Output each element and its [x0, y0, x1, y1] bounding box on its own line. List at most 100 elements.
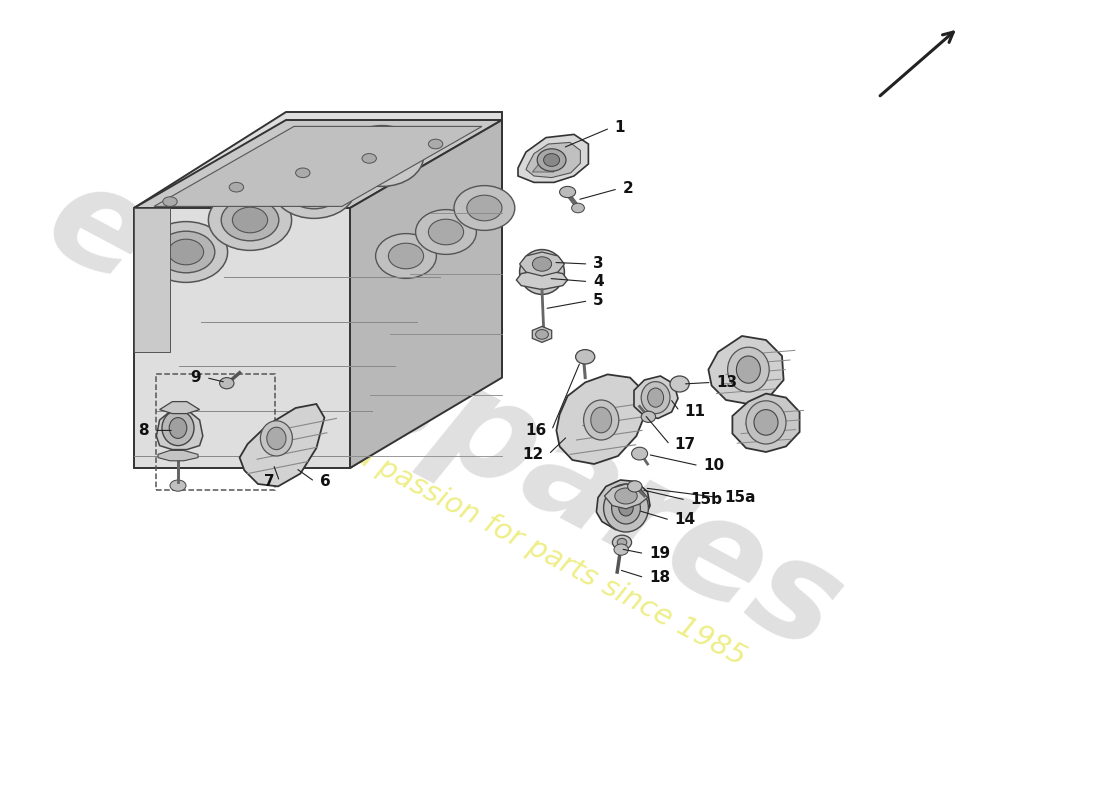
Ellipse shape — [614, 544, 628, 555]
Polygon shape — [532, 160, 554, 172]
Ellipse shape — [648, 388, 663, 407]
Polygon shape — [557, 374, 646, 464]
Polygon shape — [350, 120, 502, 468]
Ellipse shape — [416, 210, 476, 254]
Text: 18: 18 — [649, 570, 670, 585]
Ellipse shape — [604, 484, 648, 532]
Ellipse shape — [641, 382, 670, 414]
Text: eurospares: eurospares — [25, 150, 864, 682]
Polygon shape — [596, 480, 650, 530]
Ellipse shape — [261, 421, 293, 456]
Ellipse shape — [364, 143, 399, 169]
Polygon shape — [516, 270, 568, 290]
Text: 15a: 15a — [725, 490, 756, 505]
Ellipse shape — [619, 500, 634, 516]
Ellipse shape — [220, 378, 234, 389]
Text: 12: 12 — [522, 447, 543, 462]
Polygon shape — [604, 484, 648, 509]
Ellipse shape — [670, 376, 690, 392]
Ellipse shape — [362, 154, 376, 163]
Ellipse shape — [536, 330, 549, 339]
Polygon shape — [134, 208, 170, 352]
Polygon shape — [154, 126, 482, 206]
Text: 13: 13 — [716, 375, 737, 390]
Text: 4: 4 — [593, 274, 604, 289]
Ellipse shape — [736, 356, 760, 383]
Ellipse shape — [144, 222, 228, 282]
Ellipse shape — [375, 234, 437, 278]
Text: 7: 7 — [264, 474, 275, 489]
Text: 11: 11 — [684, 404, 705, 418]
Polygon shape — [634, 376, 678, 418]
Ellipse shape — [537, 149, 566, 171]
Ellipse shape — [168, 239, 204, 265]
Text: 17: 17 — [674, 438, 696, 452]
Ellipse shape — [428, 139, 443, 149]
Ellipse shape — [591, 407, 612, 433]
Text: 19: 19 — [649, 546, 670, 561]
Polygon shape — [708, 336, 783, 404]
Ellipse shape — [754, 410, 778, 435]
Polygon shape — [519, 252, 564, 276]
Ellipse shape — [631, 447, 648, 460]
Text: 9: 9 — [190, 370, 201, 385]
Ellipse shape — [157, 231, 214, 273]
Text: 8: 8 — [139, 423, 150, 438]
Ellipse shape — [353, 135, 410, 177]
Text: 3: 3 — [593, 257, 604, 271]
Text: 10: 10 — [704, 458, 725, 473]
Ellipse shape — [543, 154, 560, 166]
Ellipse shape — [560, 186, 575, 198]
Polygon shape — [134, 120, 502, 208]
Text: a passion for parts since 1985: a passion for parts since 1985 — [349, 440, 751, 672]
Ellipse shape — [296, 168, 310, 178]
Ellipse shape — [615, 488, 637, 504]
Ellipse shape — [388, 243, 424, 269]
Polygon shape — [532, 326, 552, 342]
Ellipse shape — [273, 158, 355, 218]
Text: 2: 2 — [623, 182, 634, 196]
Ellipse shape — [285, 167, 343, 209]
Ellipse shape — [169, 418, 187, 438]
Text: 14: 14 — [674, 513, 696, 527]
Ellipse shape — [221, 199, 278, 241]
Polygon shape — [526, 142, 581, 178]
Ellipse shape — [535, 265, 549, 279]
Ellipse shape — [428, 219, 463, 245]
Polygon shape — [134, 112, 502, 468]
Ellipse shape — [641, 411, 656, 422]
Ellipse shape — [528, 258, 557, 286]
Ellipse shape — [162, 410, 194, 446]
Ellipse shape — [267, 427, 286, 450]
Text: 5: 5 — [593, 294, 604, 308]
Ellipse shape — [466, 195, 502, 221]
Ellipse shape — [340, 126, 424, 186]
Polygon shape — [156, 410, 202, 450]
Ellipse shape — [232, 207, 267, 233]
Ellipse shape — [229, 182, 243, 192]
Ellipse shape — [532, 257, 551, 271]
Text: 6: 6 — [320, 474, 330, 489]
Text: 15b: 15b — [691, 493, 723, 507]
Ellipse shape — [208, 190, 292, 250]
Ellipse shape — [612, 492, 640, 524]
Polygon shape — [240, 404, 324, 486]
Ellipse shape — [584, 400, 619, 440]
Ellipse shape — [727, 347, 769, 392]
Bar — [156, 374, 275, 490]
Polygon shape — [518, 134, 589, 182]
Ellipse shape — [613, 535, 631, 550]
Ellipse shape — [454, 186, 515, 230]
Ellipse shape — [519, 250, 564, 294]
Text: 1: 1 — [615, 121, 625, 135]
Ellipse shape — [163, 197, 177, 206]
Ellipse shape — [572, 203, 584, 213]
Ellipse shape — [746, 401, 786, 444]
Ellipse shape — [575, 350, 595, 364]
Text: 16: 16 — [526, 423, 547, 438]
Polygon shape — [160, 402, 199, 414]
Ellipse shape — [628, 481, 642, 492]
Polygon shape — [733, 394, 800, 452]
Ellipse shape — [296, 175, 331, 201]
Ellipse shape — [617, 538, 627, 546]
